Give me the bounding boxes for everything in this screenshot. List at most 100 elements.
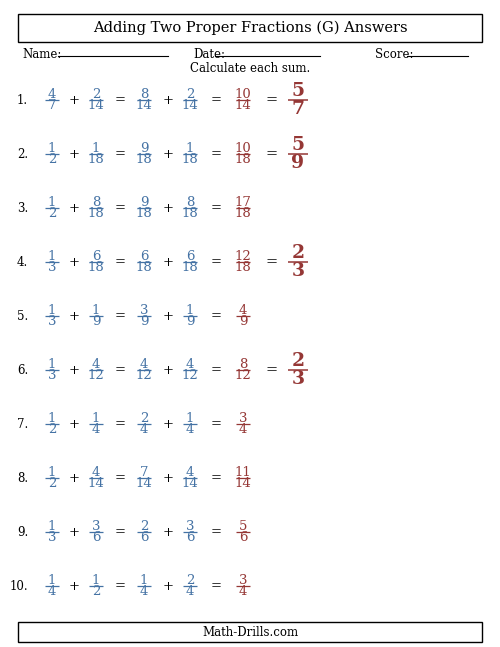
Text: 1: 1 xyxy=(48,574,56,587)
Text: 3: 3 xyxy=(48,315,56,329)
Text: 4: 4 xyxy=(186,358,194,371)
Text: 1: 1 xyxy=(92,303,100,316)
Text: 1: 1 xyxy=(48,466,56,479)
Text: =: = xyxy=(210,525,222,538)
Text: =: = xyxy=(114,256,126,269)
Text: +: + xyxy=(68,364,80,377)
Text: 6: 6 xyxy=(140,531,148,544)
Text: =: = xyxy=(266,363,278,377)
Text: +: + xyxy=(68,94,80,107)
Text: 4.: 4. xyxy=(17,256,28,269)
Text: +: + xyxy=(68,201,80,215)
Text: Name:: Name: xyxy=(22,47,62,61)
Text: =: = xyxy=(266,255,278,269)
Text: 4: 4 xyxy=(140,358,148,371)
Text: +: + xyxy=(162,201,173,215)
Text: 2: 2 xyxy=(92,586,100,598)
Text: 14: 14 xyxy=(88,100,104,113)
Text: 18: 18 xyxy=(88,261,104,274)
Text: =: = xyxy=(266,147,278,161)
Text: +: + xyxy=(68,472,80,485)
Text: 6.: 6. xyxy=(17,364,28,377)
Text: 2: 2 xyxy=(186,574,194,587)
Text: 1: 1 xyxy=(48,195,56,208)
Text: 4: 4 xyxy=(92,358,100,371)
Text: =: = xyxy=(210,580,222,593)
Text: 3: 3 xyxy=(92,520,100,532)
Text: 4: 4 xyxy=(92,466,100,479)
Text: 2: 2 xyxy=(48,208,56,221)
Text: +: + xyxy=(68,525,80,538)
Text: =: = xyxy=(210,472,222,485)
Text: +: + xyxy=(162,472,173,485)
Text: 14: 14 xyxy=(234,477,252,490)
Text: 4: 4 xyxy=(140,586,148,598)
Text: 1: 1 xyxy=(92,411,100,424)
Text: 10: 10 xyxy=(234,142,252,155)
Text: 18: 18 xyxy=(234,208,252,221)
Text: 12: 12 xyxy=(234,250,252,263)
Text: +: + xyxy=(68,309,80,322)
Text: 6: 6 xyxy=(92,250,100,263)
Text: 2: 2 xyxy=(292,244,304,262)
Text: 3: 3 xyxy=(239,574,247,587)
Text: 10: 10 xyxy=(234,87,252,101)
Text: 3: 3 xyxy=(292,370,304,388)
Text: 1: 1 xyxy=(48,303,56,316)
Text: 6: 6 xyxy=(239,531,247,544)
Text: =: = xyxy=(210,364,222,377)
Bar xyxy=(18,622,482,642)
Text: 8: 8 xyxy=(140,87,148,101)
Text: 4: 4 xyxy=(239,586,247,598)
Text: 2: 2 xyxy=(140,411,148,424)
Text: 12: 12 xyxy=(182,369,198,382)
Text: 9: 9 xyxy=(140,315,148,329)
Text: 7.: 7. xyxy=(17,417,28,430)
Text: 1: 1 xyxy=(186,142,194,155)
Text: 7: 7 xyxy=(140,466,148,479)
Text: +: + xyxy=(68,256,80,269)
Text: +: + xyxy=(162,148,173,160)
Text: =: = xyxy=(114,364,126,377)
Text: =: = xyxy=(114,148,126,160)
Text: +: + xyxy=(162,309,173,322)
Text: 9: 9 xyxy=(186,315,194,329)
Text: =: = xyxy=(114,309,126,322)
Text: 9: 9 xyxy=(239,315,247,329)
Text: +: + xyxy=(162,364,173,377)
Text: +: + xyxy=(162,580,173,593)
Text: =: = xyxy=(114,417,126,430)
Text: 4: 4 xyxy=(140,423,148,436)
Text: 3.: 3. xyxy=(17,201,28,215)
Text: =: = xyxy=(114,94,126,107)
Text: 2: 2 xyxy=(186,87,194,101)
Text: 5: 5 xyxy=(292,82,304,100)
Text: 1: 1 xyxy=(186,303,194,316)
Text: 18: 18 xyxy=(136,208,152,221)
Text: 17: 17 xyxy=(234,195,252,208)
Text: =: = xyxy=(210,148,222,160)
Text: 3: 3 xyxy=(186,520,194,532)
Text: 1: 1 xyxy=(48,142,56,155)
Text: +: + xyxy=(68,580,80,593)
Text: 12: 12 xyxy=(136,369,152,382)
Text: Adding Two Proper Fractions (G) Answers: Adding Two Proper Fractions (G) Answers xyxy=(92,21,407,35)
Text: =: = xyxy=(210,94,222,107)
Text: 2: 2 xyxy=(48,153,56,166)
Text: 1: 1 xyxy=(48,411,56,424)
Text: =: = xyxy=(114,201,126,215)
Text: +: + xyxy=(162,94,173,107)
Text: Math-Drills.com: Math-Drills.com xyxy=(202,626,298,639)
Text: 2.: 2. xyxy=(17,148,28,160)
Text: 1: 1 xyxy=(48,358,56,371)
Text: 1: 1 xyxy=(48,250,56,263)
Text: =: = xyxy=(210,309,222,322)
Text: =: = xyxy=(114,580,126,593)
Text: 18: 18 xyxy=(182,153,198,166)
Text: 7: 7 xyxy=(48,100,56,113)
Text: =: = xyxy=(266,93,278,107)
Text: 5: 5 xyxy=(239,520,247,532)
Text: =: = xyxy=(210,201,222,215)
Text: 18: 18 xyxy=(234,261,252,274)
Text: Score:: Score: xyxy=(375,47,414,61)
